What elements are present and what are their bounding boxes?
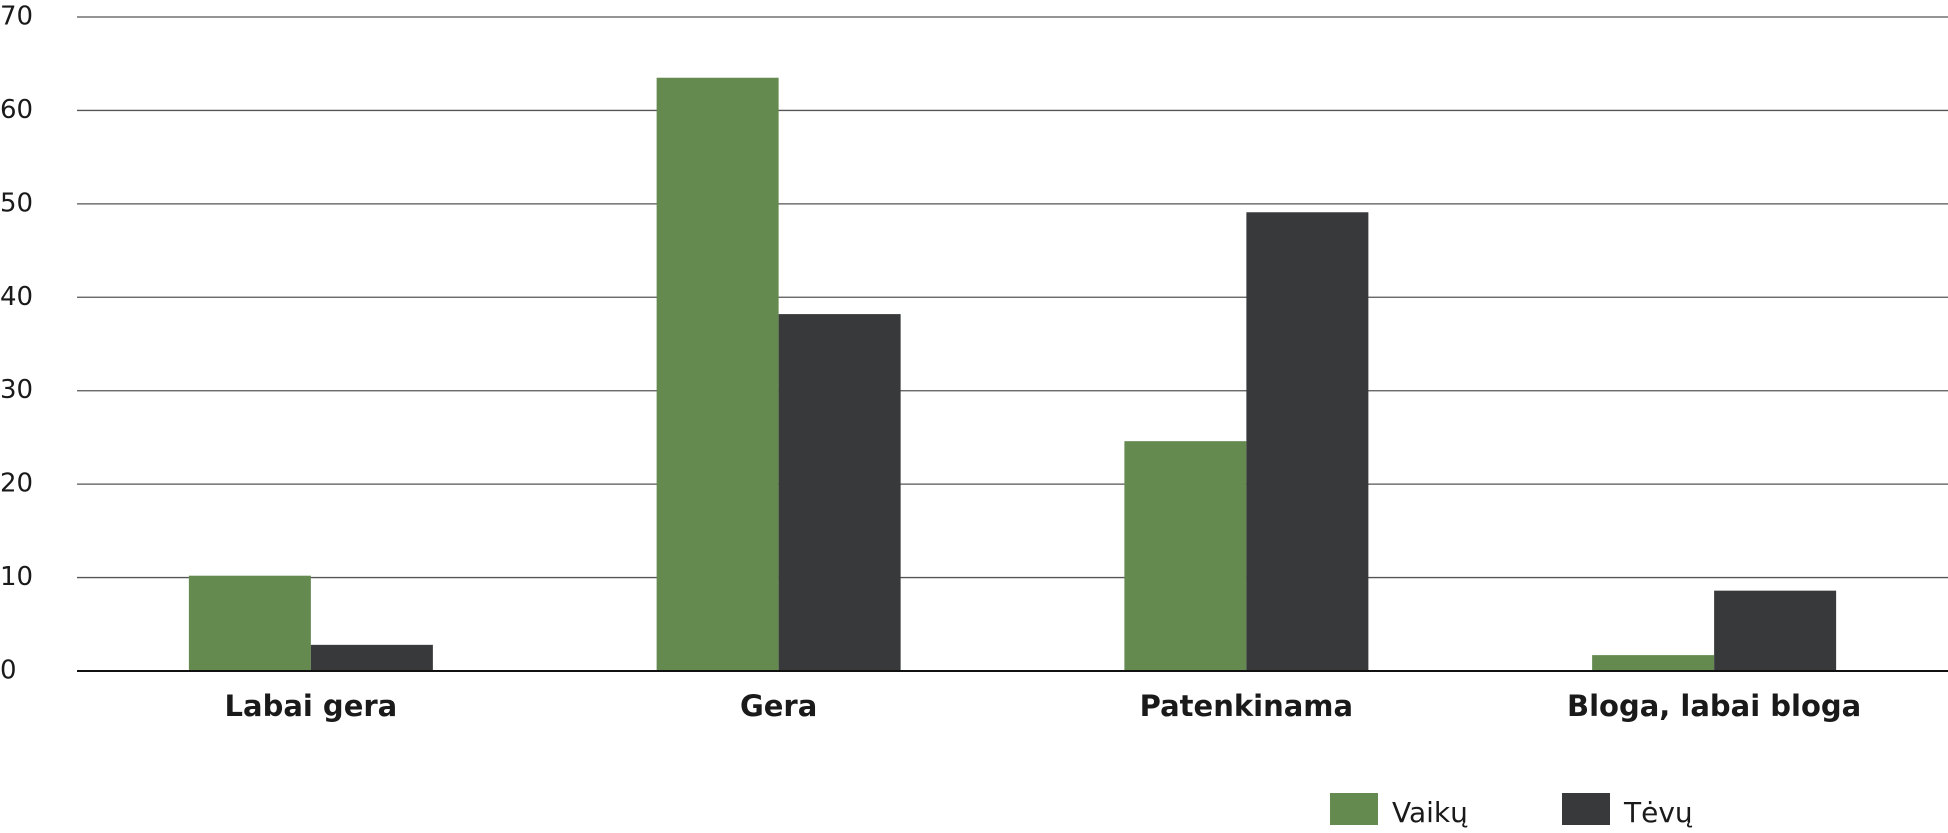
bar: [1592, 655, 1715, 671]
bar: [188, 575, 311, 671]
y-tick-label: 0: [0, 656, 17, 686]
y-tick-label: 10: [0, 562, 33, 592]
legend-label: Vaikų: [1392, 796, 1468, 829]
y-tick-label: 60: [0, 95, 33, 125]
legend-swatch: [1330, 793, 1378, 825]
legend-label: Tėvų: [1623, 796, 1693, 829]
y-tick-label: 50: [0, 188, 33, 218]
legend-swatch: [1562, 793, 1610, 825]
y-tick-label: 70: [0, 2, 33, 32]
bar: [1714, 590, 1837, 671]
y-tick-label: 40: [0, 282, 33, 312]
y-tick-label: 30: [0, 375, 33, 405]
x-tick-label: Patenkinama: [1140, 689, 1353, 723]
bar: [1124, 441, 1247, 671]
y-tick-label: 20: [0, 469, 33, 499]
x-tick-label: Labai gera: [225, 689, 398, 723]
bar: [1246, 212, 1369, 671]
bar: [656, 77, 779, 671]
bar: [778, 314, 901, 671]
x-tick-label: Gera: [740, 689, 817, 723]
x-tick-label: Bloga, labai bloga: [1567, 689, 1861, 723]
bar: [310, 644, 433, 671]
